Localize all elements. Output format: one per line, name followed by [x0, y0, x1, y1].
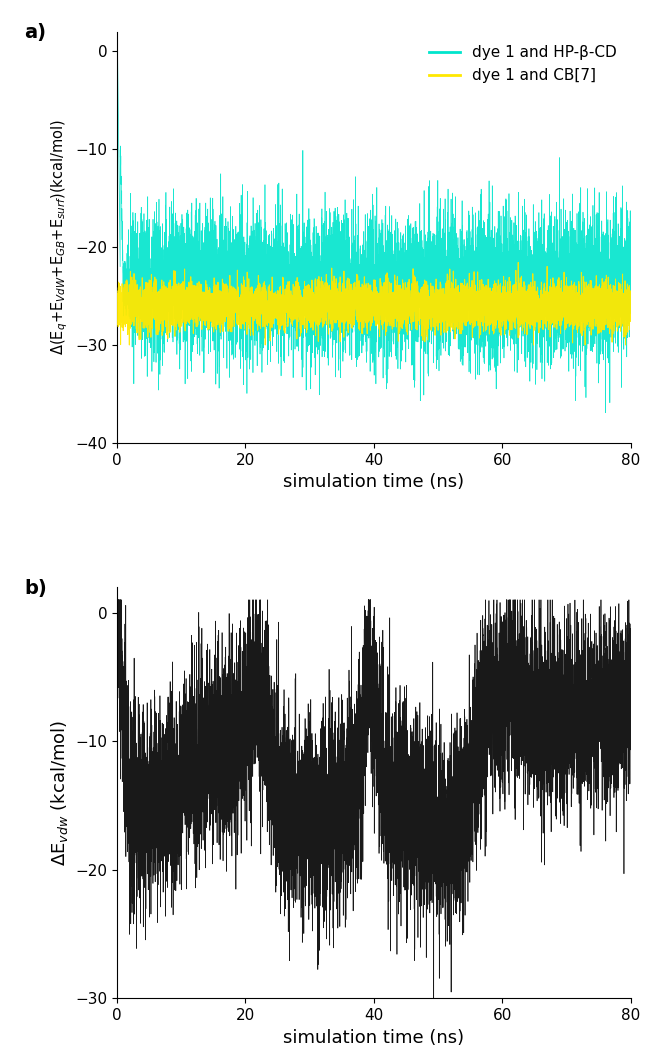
- X-axis label: simulation time (ns): simulation time (ns): [283, 473, 464, 491]
- Text: b): b): [25, 579, 47, 598]
- Legend: dye 1 and HP-β-CD, dye 1 and CB[7]: dye 1 and HP-β-CD, dye 1 and CB[7]: [423, 39, 623, 89]
- Text: a): a): [25, 23, 47, 42]
- Y-axis label: $\Delta$E$_{vdw}$ (kcal/mol): $\Delta$E$_{vdw}$ (kcal/mol): [49, 720, 70, 866]
- X-axis label: simulation time (ns): simulation time (ns): [283, 1029, 464, 1047]
- Y-axis label: $\Delta$(E$_q$+E$_{VdW}$+E$_{GB}$+E$_{surf}$)(kcal/mol): $\Delta$(E$_q$+E$_{VdW}$+E$_{GB}$+E$_{su…: [49, 119, 70, 355]
